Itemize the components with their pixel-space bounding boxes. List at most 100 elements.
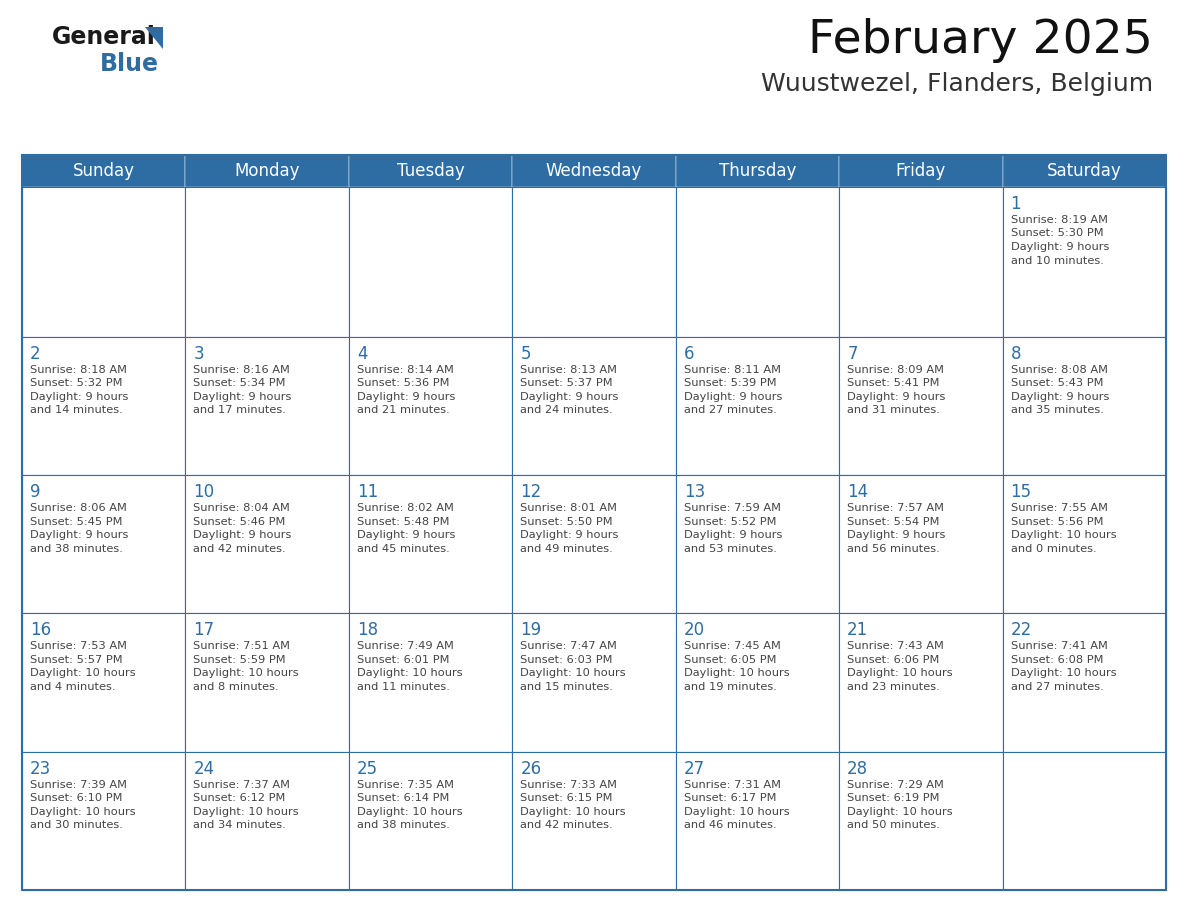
Text: Sunrise: 8:19 AM: Sunrise: 8:19 AM [1011,215,1107,225]
Text: 18: 18 [356,621,378,640]
Text: Friday: Friday [896,162,946,180]
Text: Sunrise: 8:02 AM: Sunrise: 8:02 AM [356,503,454,513]
Bar [185,613,349,752]
Text: Sunrise: 7:39 AM: Sunrise: 7:39 AM [30,779,127,789]
Bar [185,752,349,890]
Text: General: General [52,25,156,49]
Bar [839,476,1003,613]
Text: 13: 13 [684,483,704,501]
Text: and 38 minutes.: and 38 minutes. [356,820,450,830]
Bar [23,476,185,613]
Bar [676,476,839,613]
Text: and 49 minutes.: and 49 minutes. [520,543,613,554]
Text: Sunset: 6:08 PM: Sunset: 6:08 PM [1011,655,1104,665]
Text: Daylight: 10 hours: Daylight: 10 hours [847,668,953,678]
Bar [1003,613,1165,752]
Bar [349,187,512,337]
Bar [349,476,512,613]
Text: Sunrise: 8:11 AM: Sunrise: 8:11 AM [684,364,781,375]
Text: Sunset: 6:12 PM: Sunset: 6:12 PM [194,793,286,803]
Text: and 4 minutes.: and 4 minutes. [30,682,115,692]
Text: Daylight: 10 hours: Daylight: 10 hours [1011,530,1117,540]
Text: 12: 12 [520,483,542,501]
Text: Daylight: 10 hours: Daylight: 10 hours [520,807,626,817]
Bar [512,752,676,890]
Text: and 50 minutes.: and 50 minutes. [847,820,940,830]
Text: Sunset: 5:41 PM: Sunset: 5:41 PM [847,378,940,388]
Text: Daylight: 9 hours: Daylight: 9 hours [194,392,292,402]
Text: 7: 7 [847,345,858,363]
Bar [23,752,185,890]
Text: and 42 minutes.: and 42 minutes. [520,820,613,830]
Text: and 35 minutes.: and 35 minutes. [1011,406,1104,415]
Text: Sunset: 5:50 PM: Sunset: 5:50 PM [520,517,613,527]
Text: Sunset: 5:36 PM: Sunset: 5:36 PM [356,378,449,388]
Text: 23: 23 [30,760,51,778]
Text: Sunrise: 8:06 AM: Sunrise: 8:06 AM [30,503,127,513]
Text: 16: 16 [30,621,51,640]
Text: and 56 minutes.: and 56 minutes. [847,543,940,554]
Text: Sunset: 5:57 PM: Sunset: 5:57 PM [30,655,122,665]
Bar [349,752,512,890]
Bar [23,187,185,337]
Text: February 2025: February 2025 [808,18,1154,63]
Text: 19: 19 [520,621,542,640]
Text: Sunset: 6:17 PM: Sunset: 6:17 PM [684,793,776,803]
Text: Sunday: Sunday [72,162,134,180]
Bar [23,155,185,187]
Text: Daylight: 9 hours: Daylight: 9 hours [194,530,292,540]
Bar [676,187,839,337]
Text: 4: 4 [356,345,367,363]
Text: Wednesday: Wednesday [545,162,643,180]
Text: Daylight: 10 hours: Daylight: 10 hours [356,807,462,817]
Text: 2: 2 [30,345,40,363]
Text: Daylight: 9 hours: Daylight: 9 hours [684,392,782,402]
Text: Sunrise: 7:37 AM: Sunrise: 7:37 AM [194,779,290,789]
Text: Sunset: 6:19 PM: Sunset: 6:19 PM [847,793,940,803]
Text: Sunrise: 7:55 AM: Sunrise: 7:55 AM [1011,503,1107,513]
Text: 10: 10 [194,483,215,501]
Bar [185,337,349,476]
Text: Daylight: 9 hours: Daylight: 9 hours [684,530,782,540]
Bar [676,752,839,890]
Text: Sunset: 5:39 PM: Sunset: 5:39 PM [684,378,776,388]
Text: Daylight: 10 hours: Daylight: 10 hours [194,807,299,817]
Text: and 0 minutes.: and 0 minutes. [1011,543,1097,554]
Text: and 10 minutes.: and 10 minutes. [1011,255,1104,265]
Text: Sunset: 6:01 PM: Sunset: 6:01 PM [356,655,449,665]
Bar [512,476,676,613]
Bar [839,337,1003,476]
Text: Sunrise: 7:47 AM: Sunrise: 7:47 AM [520,642,617,652]
Bar [185,155,349,187]
Text: and 24 minutes.: and 24 minutes. [520,406,613,415]
Text: Sunset: 5:48 PM: Sunset: 5:48 PM [356,517,449,527]
Text: Sunrise: 7:33 AM: Sunrise: 7:33 AM [520,779,618,789]
Text: Daylight: 9 hours: Daylight: 9 hours [520,530,619,540]
Bar [839,752,1003,890]
Bar [349,155,512,187]
Bar [23,337,185,476]
Text: Sunset: 5:52 PM: Sunset: 5:52 PM [684,517,776,527]
Text: Daylight: 9 hours: Daylight: 9 hours [847,530,946,540]
Text: Saturday: Saturday [1047,162,1121,180]
Bar [839,613,1003,752]
Text: Sunrise: 8:01 AM: Sunrise: 8:01 AM [520,503,618,513]
Text: 24: 24 [194,760,215,778]
Text: and 53 minutes.: and 53 minutes. [684,543,777,554]
Text: Sunset: 6:14 PM: Sunset: 6:14 PM [356,793,449,803]
Text: and 38 minutes.: and 38 minutes. [30,543,122,554]
Text: Sunrise: 8:14 AM: Sunrise: 8:14 AM [356,364,454,375]
Text: 3: 3 [194,345,204,363]
Bar [1003,337,1165,476]
Text: 5: 5 [520,345,531,363]
Bar [512,337,676,476]
Bar [839,155,1003,187]
Text: Sunset: 5:30 PM: Sunset: 5:30 PM [1011,229,1104,239]
Text: and 15 minutes.: and 15 minutes. [520,682,613,692]
Text: Monday: Monday [234,162,299,180]
Text: Sunset: 6:06 PM: Sunset: 6:06 PM [847,655,940,665]
Text: Wuustwezel, Flanders, Belgium: Wuustwezel, Flanders, Belgium [760,72,1154,96]
Text: 21: 21 [847,621,868,640]
Text: Daylight: 9 hours: Daylight: 9 hours [30,392,128,402]
Text: Daylight: 10 hours: Daylight: 10 hours [847,807,953,817]
